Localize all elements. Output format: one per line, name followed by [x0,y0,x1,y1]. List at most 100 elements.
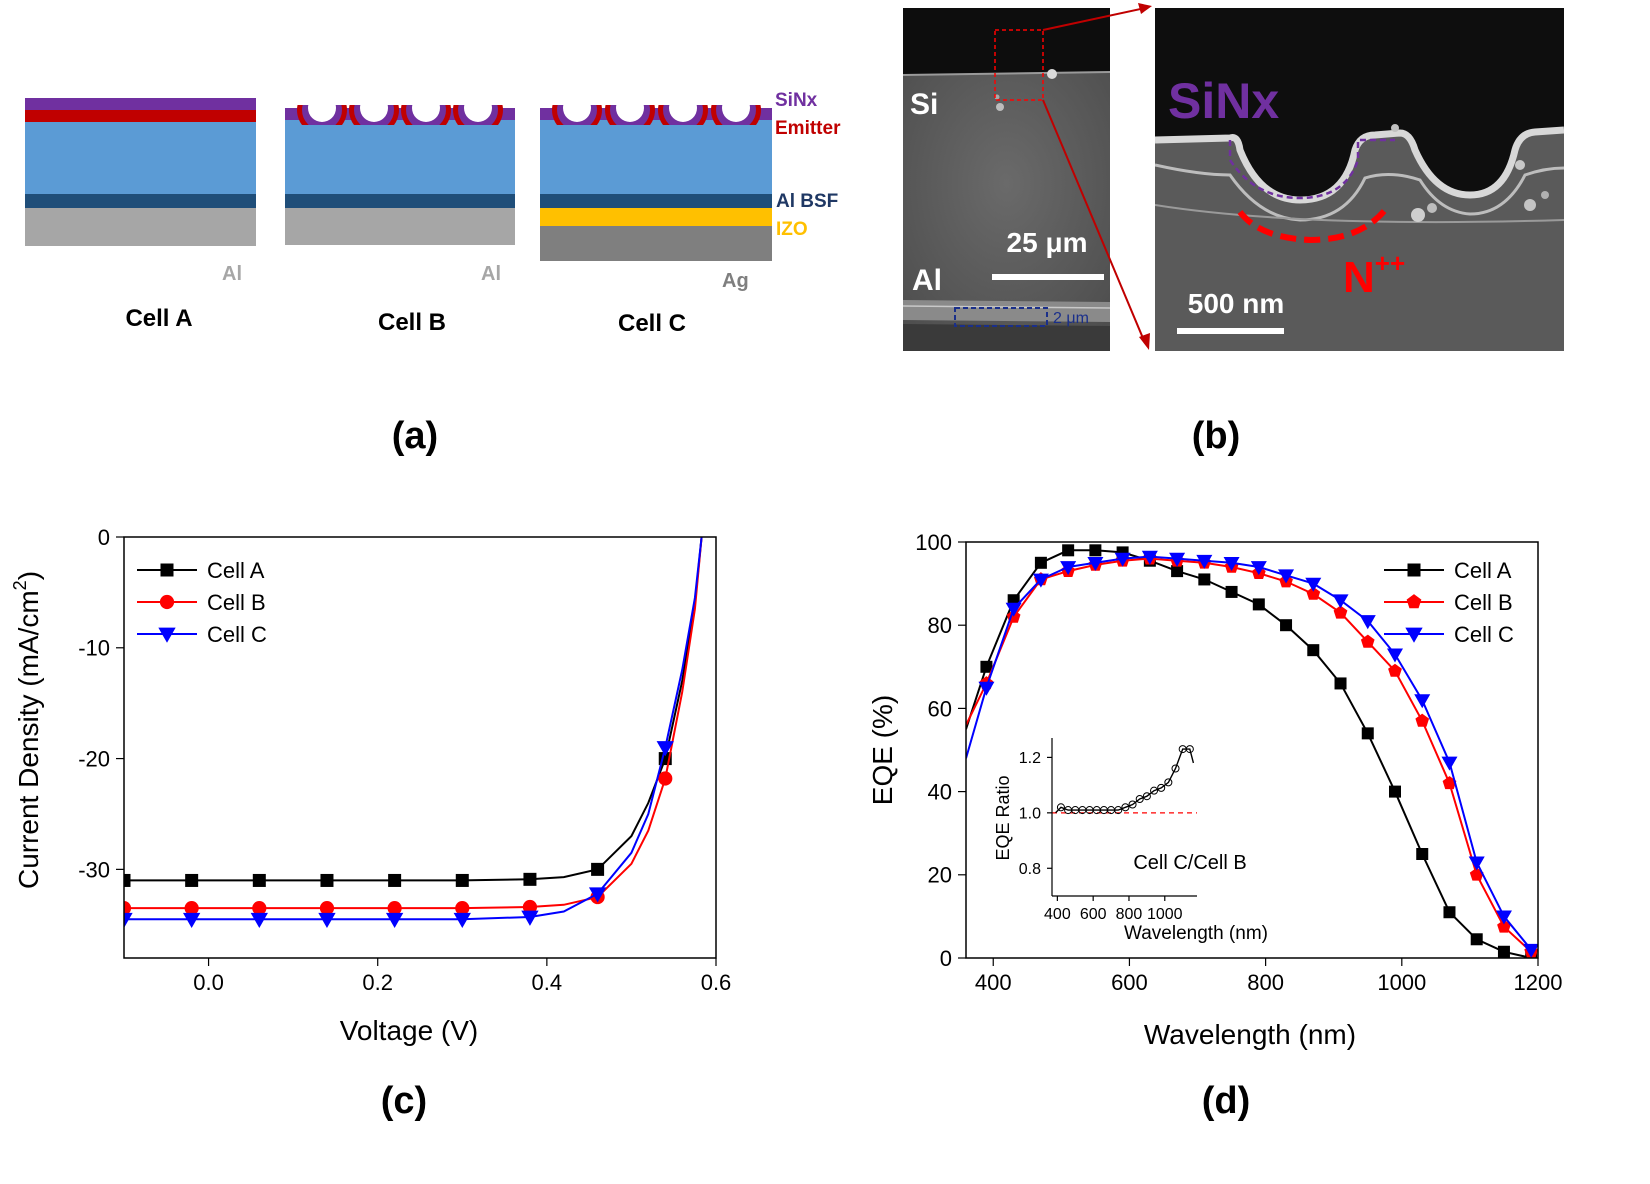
panel-b: Si Al 25 μm 2 μm SiNx N++ 500 nm [903,3,1564,457]
chart-d-inset-xticks: 400 600 800 1000 [1044,896,1183,923]
chart-d-ytick-label: 20 [928,863,952,888]
zoom-arrow-top-head [1138,3,1152,14]
cell-name-b: Cell B [378,309,446,336]
cell-b-bsf [285,194,515,208]
chart-d-inset-line-series [1055,748,1195,814]
chart-d-marker-cell-c [1468,856,1485,871]
i-series-plot [1052,745,1197,815]
sinx-outline [1228,138,1395,200]
chart-d-inset-annotation: Cell C/Cell B [1133,852,1246,874]
cell-a-stack [25,98,256,246]
chart-d-marker-cell-b [1388,663,1402,677]
chart-c-xtick-label: 0.6 [701,970,732,995]
chart-c-marker-cell-a [320,873,334,887]
chart-c-marker-cell-b [455,901,470,916]
chart-d-inset-xtick-label: 600 [1080,906,1107,923]
chart-c-yticks: 0 -10 -20 -30 [78,525,124,882]
bsf-thickness-box [954,307,1048,327]
chart-d-marker-cell-c [1441,756,1458,771]
chart-c-marker-cell-c [385,912,404,929]
chart-d-inset-marker-series [1121,803,1130,812]
chart-c-ylabel-main: Current Density (mA/cm [13,590,44,889]
chart-c-ytick-label: 0 [98,525,110,550]
chart-c-marker-cell-c [656,741,674,757]
chart-c-xtick-label: 0.4 [532,970,563,995]
chart-d-marker-cell-a [1443,906,1456,919]
sem-image-right [1155,8,1564,351]
chart-d-ytick-label: 60 [928,696,952,721]
cell-b-al [285,208,515,245]
chart-d-xtick-label: 800 [1247,970,1284,995]
cell-c-ag [540,226,772,261]
chart-d-marker-cell-a [1389,785,1401,798]
chart-c-marker-cell-b [658,771,673,786]
chart-c-line-cell-b [124,537,703,910]
chart-d-marker-cell-a [1089,544,1102,557]
cell-c-bsf [540,194,772,208]
chart-d-marker-cell-c [1495,910,1512,925]
chart-d-inset-marker-series [1185,745,1194,754]
chart-c-marker-cell-b [319,901,335,916]
chart-c-xtick-label: 0.2 [362,970,393,995]
chart-c-legend-label-cell-a: Cell A [207,558,265,583]
chart-c-legend-marker-cell-b [159,594,175,610]
chart-d-marker-cell-a [1171,565,1184,578]
sem-label-n-sup: ++ [1375,248,1405,278]
chart-d-marker-cell-c [1278,569,1295,584]
chart-d-marker-cell-c [1223,556,1240,571]
chart-d-marker-cell-c [1141,550,1158,565]
chart-d-inset-xtick-label: 800 [1116,906,1143,923]
chart-d-marker-cell-a [1307,644,1320,657]
chart-c-marker-cell-a [591,862,605,876]
sem-label-n-main: N [1343,253,1375,302]
cell-a-al [25,208,256,246]
sem-image-left [903,8,1110,351]
chart-d-legend-marker-cell-c [1405,627,1423,643]
cell-name-c: Cell C [618,310,686,337]
chart-d-legend-label-cell-c: Cell C [1454,622,1514,647]
d-series-plot [966,544,1538,958]
contact-label-cell-c: Ag [722,270,749,292]
chart-d-marker-cell-a [1361,727,1374,740]
cell-name-a: Cell A [125,305,192,332]
chart-d-xtick-label: 600 [1111,970,1148,995]
chart-c-marker-cell-b [184,901,199,916]
zoom-arrow-bottom-head [1139,333,1150,350]
chart-d-inset-series [1052,745,1197,815]
chart-d-marker-cell-c [1196,554,1213,569]
panel-label-d: (d) [1202,1080,1251,1122]
chart-d-marker-cell-c [1414,694,1431,709]
chart-d-inset-marker-series [1171,764,1180,773]
chart-c-series [124,537,703,929]
chart-d-inset-marker-series [1135,794,1144,804]
c-series-plot [124,537,703,929]
cell-a-sinx [25,98,256,110]
chart-d-inset-xtick-label: 400 [1044,906,1071,923]
chart-c-line-cell-a [124,537,703,882]
chart-d-legend-label-cell-a: Cell A [1454,558,1512,583]
chart-d-marker-cell-c [1332,594,1349,609]
panel-label-c: (c) [381,1080,427,1122]
chart-d-marker-cell-c [1169,552,1186,567]
chart-d-marker-cell-b [1360,634,1375,648]
chart-d-inset-marker-series [1114,806,1123,815]
chart-d-inset-background [1052,738,1197,896]
chart-c-marker-cell-a [455,873,469,887]
chart-c: 0.0 0.2 0.4 0.6 0 -10 -20 -30 Voltage (V) Curr… [10,525,731,1122]
chart-d-xticks: 400 600 800 1000 1200 [975,958,1562,995]
chart-d-marker-cell-a [1470,933,1483,946]
chart-c-marker-cell-b [387,901,402,916]
chart-d-xtick-label: 400 [975,970,1012,995]
chart-d-line-cell-b [966,557,1532,953]
cell-a-bsf [25,194,256,208]
chart-d-line-cell-c [966,555,1532,951]
chart-c-marker-cell-a [523,872,537,886]
sem-scale-label-left: 25 μm [1007,227,1088,258]
chart-d-marker-cell-a [1252,598,1265,611]
layer-label-izo: IZO [776,219,808,240]
layer-label-al-bsf: Al BSF [776,191,838,212]
chart-d-inset-ytick-label: 0.8 [1019,861,1041,878]
chart-d-xtick-label: 1000 [1377,970,1426,995]
chart-c-line-cell-c [124,537,703,921]
